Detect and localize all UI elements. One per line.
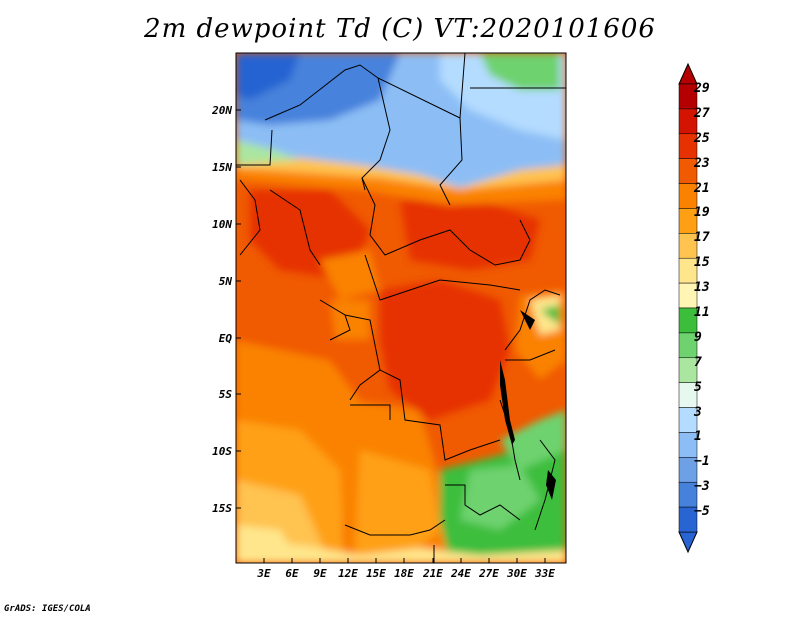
lon-label-21e: 21E xyxy=(423,567,443,580)
map-frame xyxy=(235,52,567,564)
lakes xyxy=(500,310,556,500)
lat-label-10n: 10N xyxy=(212,218,232,231)
latitude-ticks xyxy=(236,109,241,509)
lon-label-3e: 3E xyxy=(257,567,271,580)
colorbar-label: 23 xyxy=(694,155,710,171)
lat-label-5s: 5S xyxy=(218,388,232,401)
lat-label-eq: EQ xyxy=(218,332,232,345)
colorbar-label: 5 xyxy=(694,379,702,395)
colorbar-label: 1 xyxy=(694,429,702,445)
lon-label-12e: 12E xyxy=(338,567,358,580)
lon-label-18e: 18E xyxy=(394,567,414,580)
lat-label-20n: 20N xyxy=(212,104,232,117)
colorbar-label: 29 xyxy=(694,81,710,96)
colorbar-label: 11 xyxy=(694,305,710,320)
lat-label-10s: 10S xyxy=(212,445,232,458)
lat-label-15n: 15N xyxy=(212,161,232,174)
colorbar-label: 25 xyxy=(694,130,710,146)
colorbar-label: −5 xyxy=(694,504,710,520)
lon-label-9e: 9E xyxy=(313,567,327,580)
credit-text: GrADS: IGES/COLA xyxy=(4,604,91,614)
lon-label-27e: 27E xyxy=(479,567,499,580)
colorbar-label: 3 xyxy=(694,404,702,420)
longitude-ticks xyxy=(263,558,546,563)
colorbar-label: 15 xyxy=(694,255,710,271)
colorbar-bottom-arrow xyxy=(678,531,698,554)
colorbar-label: 17 xyxy=(694,230,710,246)
colorbar-label: −3 xyxy=(694,479,710,495)
lon-label-30e: 30E xyxy=(507,567,527,580)
lon-label-24e: 24E xyxy=(451,567,471,580)
lon-label-15e: 15E xyxy=(366,567,386,580)
colorbar-label: −1 xyxy=(694,454,710,470)
lat-label-15s: 15S xyxy=(212,502,232,515)
colorbar-label: 13 xyxy=(694,280,710,296)
colorbar-label: 9 xyxy=(694,329,702,345)
dewpoint-field xyxy=(236,53,566,563)
colorbar-label: 19 xyxy=(694,205,710,221)
colorbar-label: 27 xyxy=(694,105,710,121)
lon-label-6e: 6E xyxy=(285,567,299,580)
colorbar xyxy=(678,62,698,554)
colorbar-segment xyxy=(678,506,698,533)
colorbar-label: 21 xyxy=(694,180,710,196)
colorbar-label: 7 xyxy=(694,354,702,370)
lon-label-33e: 33E xyxy=(535,567,555,580)
map-title: 2m dewpoint Td (C) VT:2020101606 xyxy=(144,14,656,44)
lat-label-5n: 5N xyxy=(218,275,232,288)
country-borders xyxy=(236,53,566,563)
